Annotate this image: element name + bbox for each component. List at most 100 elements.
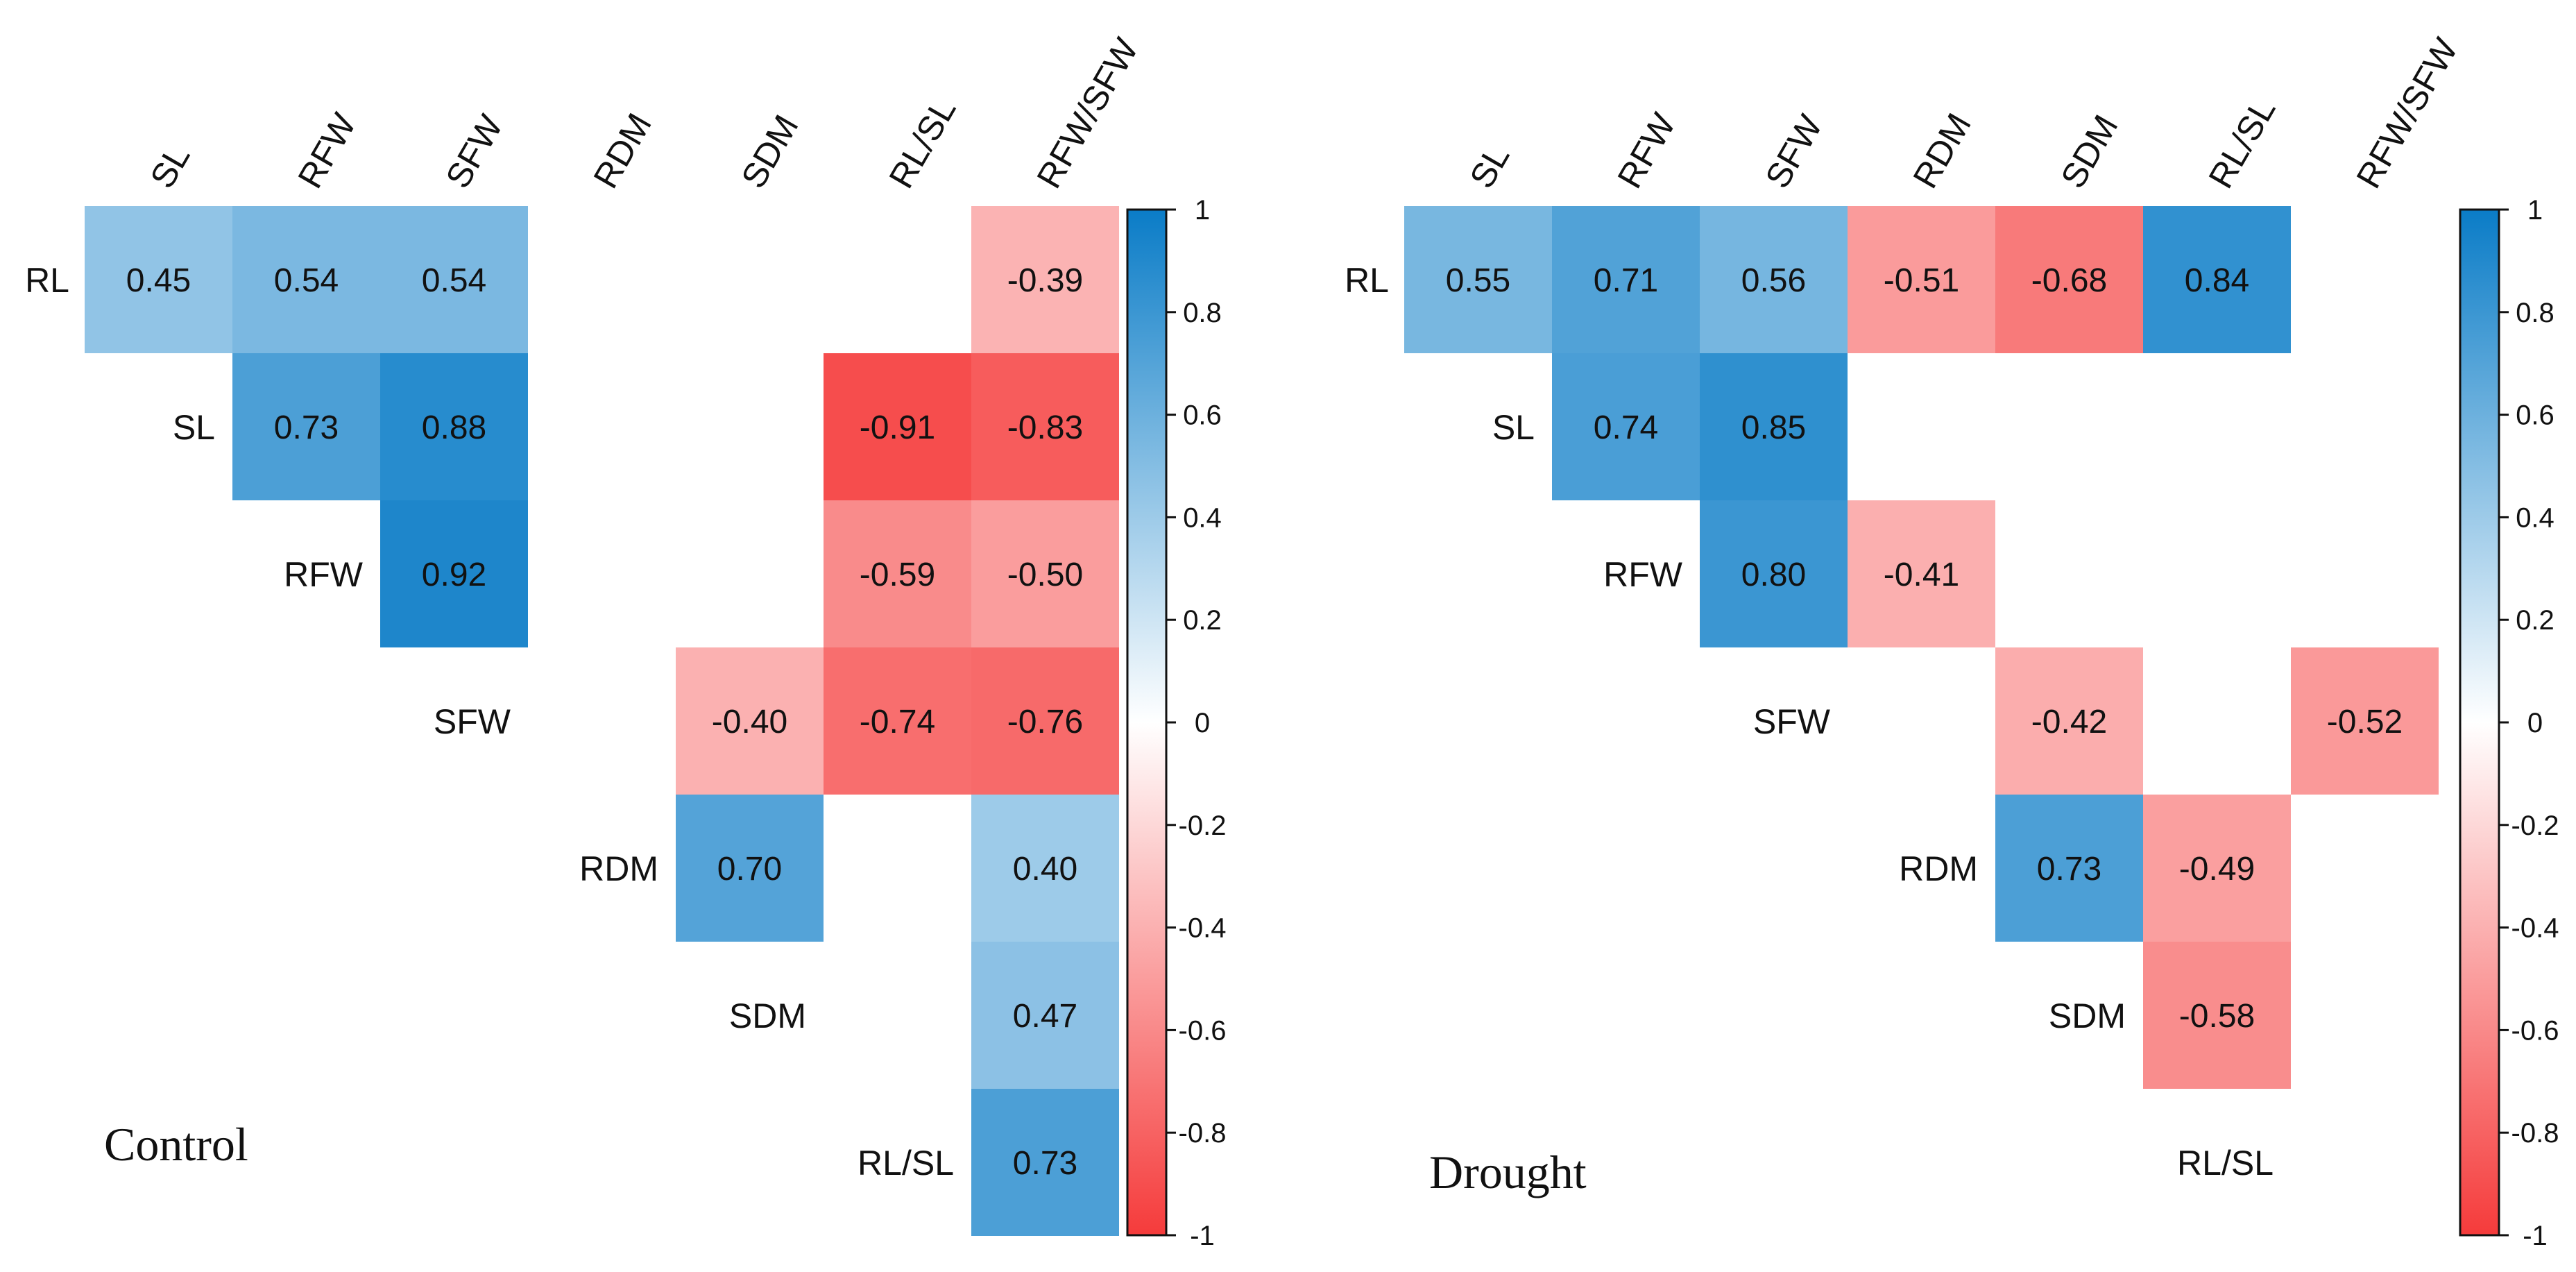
drought-cell-rl-rl-sl [2143, 206, 2291, 353]
control-colorbar-tick-label-2: 0.6 [1183, 400, 1222, 431]
control-cell-value-sfw-rfw-sfw: -0.76 [1007, 704, 1083, 740]
drought-cell-value-rfw-sfw: 0.80 [1741, 557, 1806, 593]
drought-cell-sl-rfw [1552, 353, 1700, 500]
control-colorbar-tick-label-7: -0.4 [1179, 913, 1227, 944]
control-colorbar-tick-label-6: -0.2 [1179, 811, 1227, 841]
control-cell-sfw-rfw-sfw [971, 647, 1119, 795]
drought-cell-rl-sl [1404, 206, 1552, 353]
drought-column-label-sl: SL [1462, 139, 1517, 195]
control-cell-value-rl-rfw-sfw: -0.39 [1007, 262, 1083, 299]
drought-row-label-sl: SL [1492, 408, 1535, 447]
drought-cell-value-sl-sfw: 0.85 [1741, 409, 1806, 446]
control-cell-value-rl-sfw: 0.54 [422, 262, 486, 299]
control-column-label-sdm: SDM [734, 108, 806, 194]
control-column-label-sl: SL [143, 139, 198, 195]
control-cell-sfw-rl-sl [824, 647, 971, 795]
drought-cell-value-rl-sl: 0.55 [1446, 262, 1510, 299]
drought-colorbar-tick-label-5: 0 [2527, 708, 2543, 738]
control-colorbar-tick-label-4: 0.2 [1183, 605, 1222, 636]
drought-colorbar-tick-label-1: 0.8 [2516, 298, 2554, 328]
drought-cell-value-rfw-rdm: -0.41 [1884, 557, 1959, 593]
drought-cell-value-rl-sdm: -0.68 [2031, 262, 2107, 299]
drought-cell-rfw-sfw [1700, 500, 1848, 647]
drought-cell-sl-sfw [1700, 353, 1848, 500]
control-colorbar-tick-label-3: 0.4 [1183, 502, 1222, 533]
drought-cell-value-rl-rdm: -0.51 [1884, 262, 1959, 299]
control-cell-value-rdm-rfw-sfw: 0.40 [1013, 851, 1077, 888]
drought-colorbar-tick-label-3: 0.4 [2516, 502, 2554, 533]
control-cell-value-sdm-rfw-sfw: 0.47 [1013, 998, 1077, 1035]
control-cell-rl-sfw [380, 206, 528, 353]
control-row-label-sdm: SDM [729, 997, 806, 1035]
drought-row-label-sdm: SDM [2049, 997, 2126, 1035]
drought-column-label-sfw: SFW [1758, 108, 1830, 195]
drought-cell-sdm-rl-sl [2143, 942, 2291, 1089]
drought-panel-label: Drought [1429, 1146, 1587, 1198]
drought-colorbar-tick-label-8: -0.6 [2511, 1015, 2559, 1046]
drought-colorbar-tick-label-10: -1 [2523, 1221, 2548, 1251]
drought-column-label-rfw: RFW [1610, 106, 1684, 194]
control-colorbar-tick-label-10: -1 [1190, 1221, 1215, 1251]
control-cell-sl-rfw-sfw [971, 353, 1119, 500]
drought-row-label-rl-sl: RL/SL [2177, 1144, 2274, 1182]
drought-cell-value-rl-rl-sl: 0.84 [2185, 262, 2249, 299]
control-cell-rl-rfw [232, 206, 380, 353]
control-colorbar-tick-label-5: 0 [1195, 708, 1210, 738]
control-row-label-rl-sl: RL/SL [858, 1144, 954, 1182]
control-colorbar-tick-label-9: -0.8 [1179, 1118, 1227, 1148]
drought-column-label-rdm: RDM [1906, 107, 1979, 195]
drought-column-label-sdm: SDM [2054, 108, 2126, 194]
control-cell-sdm-rfw-sfw [971, 942, 1119, 1089]
control-row-label-sl: SL [173, 408, 215, 447]
control-cell-value-rl-sl-rfw-sfw: 0.73 [1013, 1145, 1077, 1182]
control-column-label-rdm: RDM [586, 107, 659, 195]
drought-cell-value-sfw-rfw-sfw: -0.52 [2327, 704, 2403, 740]
control-column-label-rl-sl: RL/SL [882, 92, 964, 194]
drought-cell-sfw-sdm [1995, 647, 2143, 795]
drought-colorbar-tick-label-0: 1 [2527, 195, 2543, 226]
control-cell-sl-sfw [380, 353, 528, 500]
control-column-label-rfw-sfw: RFW/SFW [1030, 31, 1146, 195]
control-cell-rdm-sdm [676, 795, 824, 942]
drought-cell-rl-rdm [1848, 206, 1995, 353]
drought-colorbar-tick-label-6: -0.2 [2511, 811, 2559, 841]
drought-colorbar [2459, 208, 2500, 1237]
control-colorbar-tick-label-1: 0.8 [1183, 298, 1222, 328]
drought-heatmap-panel: 0.55 0.71 0.56 -0.51 -0.68 0.840.74 0.850.80 -0… [1345, 31, 2559, 1251]
control-cell-rdm-rfw-sfw [971, 795, 1119, 942]
drought-cell-value-rl-rfw: 0.71 [1594, 262, 1658, 299]
control-row-label-rl: RL [25, 261, 69, 300]
control-cell-value-rfw-rl-sl: -0.59 [860, 557, 935, 593]
control-cell-value-sfw-sdm: -0.40 [712, 704, 787, 740]
control-cell-value-rfw-rfw-sfw: -0.50 [1007, 557, 1083, 593]
drought-cell-value-rl-sfw: 0.56 [1741, 262, 1806, 299]
drought-colorbar-tick-label-7: -0.4 [2511, 913, 2559, 944]
drought-cell-sfw-rfw-sfw [2291, 647, 2439, 795]
control-colorbar [1126, 208, 1168, 1237]
drought-cell-rl-rfw [1552, 206, 1700, 353]
control-cell-value-rl-rfw: 0.54 [274, 262, 339, 299]
control-cell-value-rdm-sdm: 0.70 [717, 851, 782, 888]
control-column-label-rfw: RFW [291, 106, 364, 194]
drought-row-label-rl: RL [1345, 261, 1389, 300]
drought-column-label-rl-sl: RL/SL [2201, 92, 2283, 194]
drought-cell-rl-sdm [1995, 206, 2143, 353]
control-cell-value-rl-sl: 0.45 [126, 262, 191, 299]
drought-cell-rl-sfw [1700, 206, 1848, 353]
drought-cell-rdm-sdm [1995, 795, 2143, 942]
control-cell-rfw-rl-sl [824, 500, 971, 647]
control-cell-rfw-rfw-sfw [971, 500, 1119, 647]
control-cell-value-sl-rfw: 0.73 [274, 409, 339, 446]
control-colorbar-tick-label-0: 1 [1195, 195, 1210, 226]
control-row-label-rfw: RFW [284, 555, 364, 594]
drought-cell-value-sl-rfw: 0.74 [1594, 409, 1658, 446]
control-cell-value-rfw-sfw: 0.92 [422, 557, 486, 593]
drought-row-label-rdm: RDM [1899, 849, 1978, 888]
control-cell-value-sl-sfw: 0.88 [422, 409, 486, 446]
control-cell-sfw-sdm [676, 647, 824, 795]
control-cell-rl-sl [85, 206, 232, 353]
control-colorbar-tick-label-8: -0.6 [1179, 1015, 1227, 1046]
control-cell-value-sl-rfw-sfw: -0.83 [1007, 409, 1083, 446]
control-column-label-sfw: SFW [438, 108, 511, 195]
